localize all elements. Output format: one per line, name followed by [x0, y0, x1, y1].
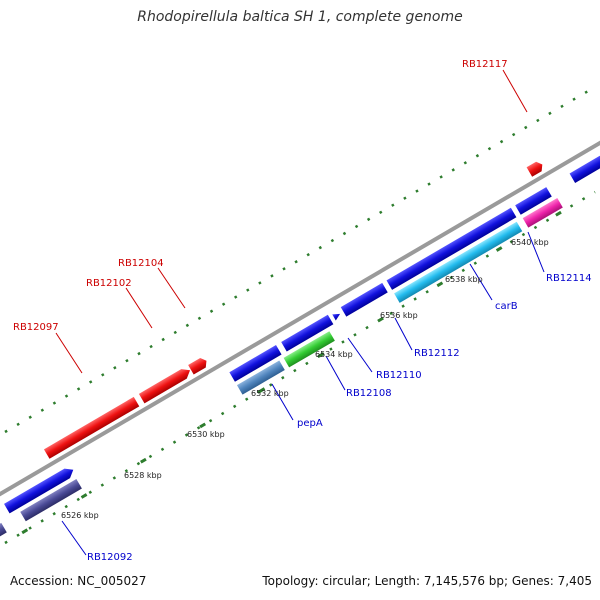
accession-text: Accession: NC_005027	[10, 574, 147, 588]
leader-rb12110	[347, 337, 373, 373]
gene-rb12097	[43, 396, 140, 459]
scale-label: 6528 kbp	[124, 471, 162, 480]
gene-rb12114	[522, 197, 563, 228]
scale-label: 6538 kbp	[445, 275, 483, 284]
gene-blue-short	[515, 187, 552, 215]
gene-rb12117	[526, 161, 543, 177]
leader-rb12117	[502, 69, 528, 113]
outer-tick-ring	[4, 85, 596, 434]
label-rb12112: RB12112	[414, 348, 460, 359]
label-rb12108: RB12108	[346, 388, 392, 399]
label-rb12097: RB12097	[13, 322, 59, 333]
scale-label: 6540 kbp	[511, 238, 549, 247]
gene-left-blue	[4, 468, 74, 514]
leader-rb12097	[55, 332, 83, 374]
gene-mid-blue-2	[281, 314, 334, 352]
inner-major-ticks	[4, 190, 596, 545]
gene-blue-right	[569, 155, 600, 183]
label-carB: carB	[495, 301, 518, 312]
scale-label: 6534 kbp	[315, 350, 353, 359]
inner-tick-ring	[4, 190, 596, 545]
gene-track	[0, 155, 600, 542]
label-rb12117: RB12117	[462, 59, 508, 70]
scale-label: 6526 kbp	[61, 511, 99, 520]
map-title: Rhodopirellula baltica SH 1, complete ge…	[137, 9, 463, 25]
gene-small-blue	[332, 313, 341, 321]
leader-rb12092	[61, 520, 87, 556]
gene-rb12108	[283, 331, 335, 368]
gene-blue-long	[386, 207, 517, 290]
gene-rb12102	[138, 369, 191, 404]
leader-rb12104	[157, 267, 186, 309]
leader-rb12102	[125, 287, 153, 329]
scale-label: 6536 kbp	[380, 311, 418, 320]
gene-mid-blue-1	[229, 344, 282, 382]
gene-blue-3	[340, 282, 388, 317]
genome-backbone	[0, 140, 600, 497]
gene-carB	[394, 221, 523, 303]
label-leaders	[55, 69, 545, 556]
leader-carB	[469, 263, 493, 301]
label-rb12114: RB12114	[546, 273, 592, 284]
scale-label: 6532 kbp	[251, 389, 289, 398]
label-pepA: pepA	[297, 418, 323, 429]
leader-pepA	[271, 383, 294, 421]
label-rb12110: RB12110	[376, 370, 422, 381]
leader-rb12114	[527, 231, 545, 273]
label-rb12102: RB12102	[86, 278, 132, 289]
label-rb12092: RB12092	[87, 552, 133, 563]
genome-summary-text: Topology: circular; Length: 7,145,576 bp…	[262, 574, 592, 588]
gene-slate-left	[0, 522, 7, 542]
gene-rb12104	[188, 357, 207, 375]
scale-label: 6530 kbp	[187, 430, 225, 439]
gene-rb12092	[20, 479, 82, 522]
gene-pepA	[236, 360, 285, 395]
label-rb12104: RB12104	[118, 258, 164, 269]
leader-rb12108	[325, 355, 346, 391]
leader-rb12112	[394, 317, 413, 351]
